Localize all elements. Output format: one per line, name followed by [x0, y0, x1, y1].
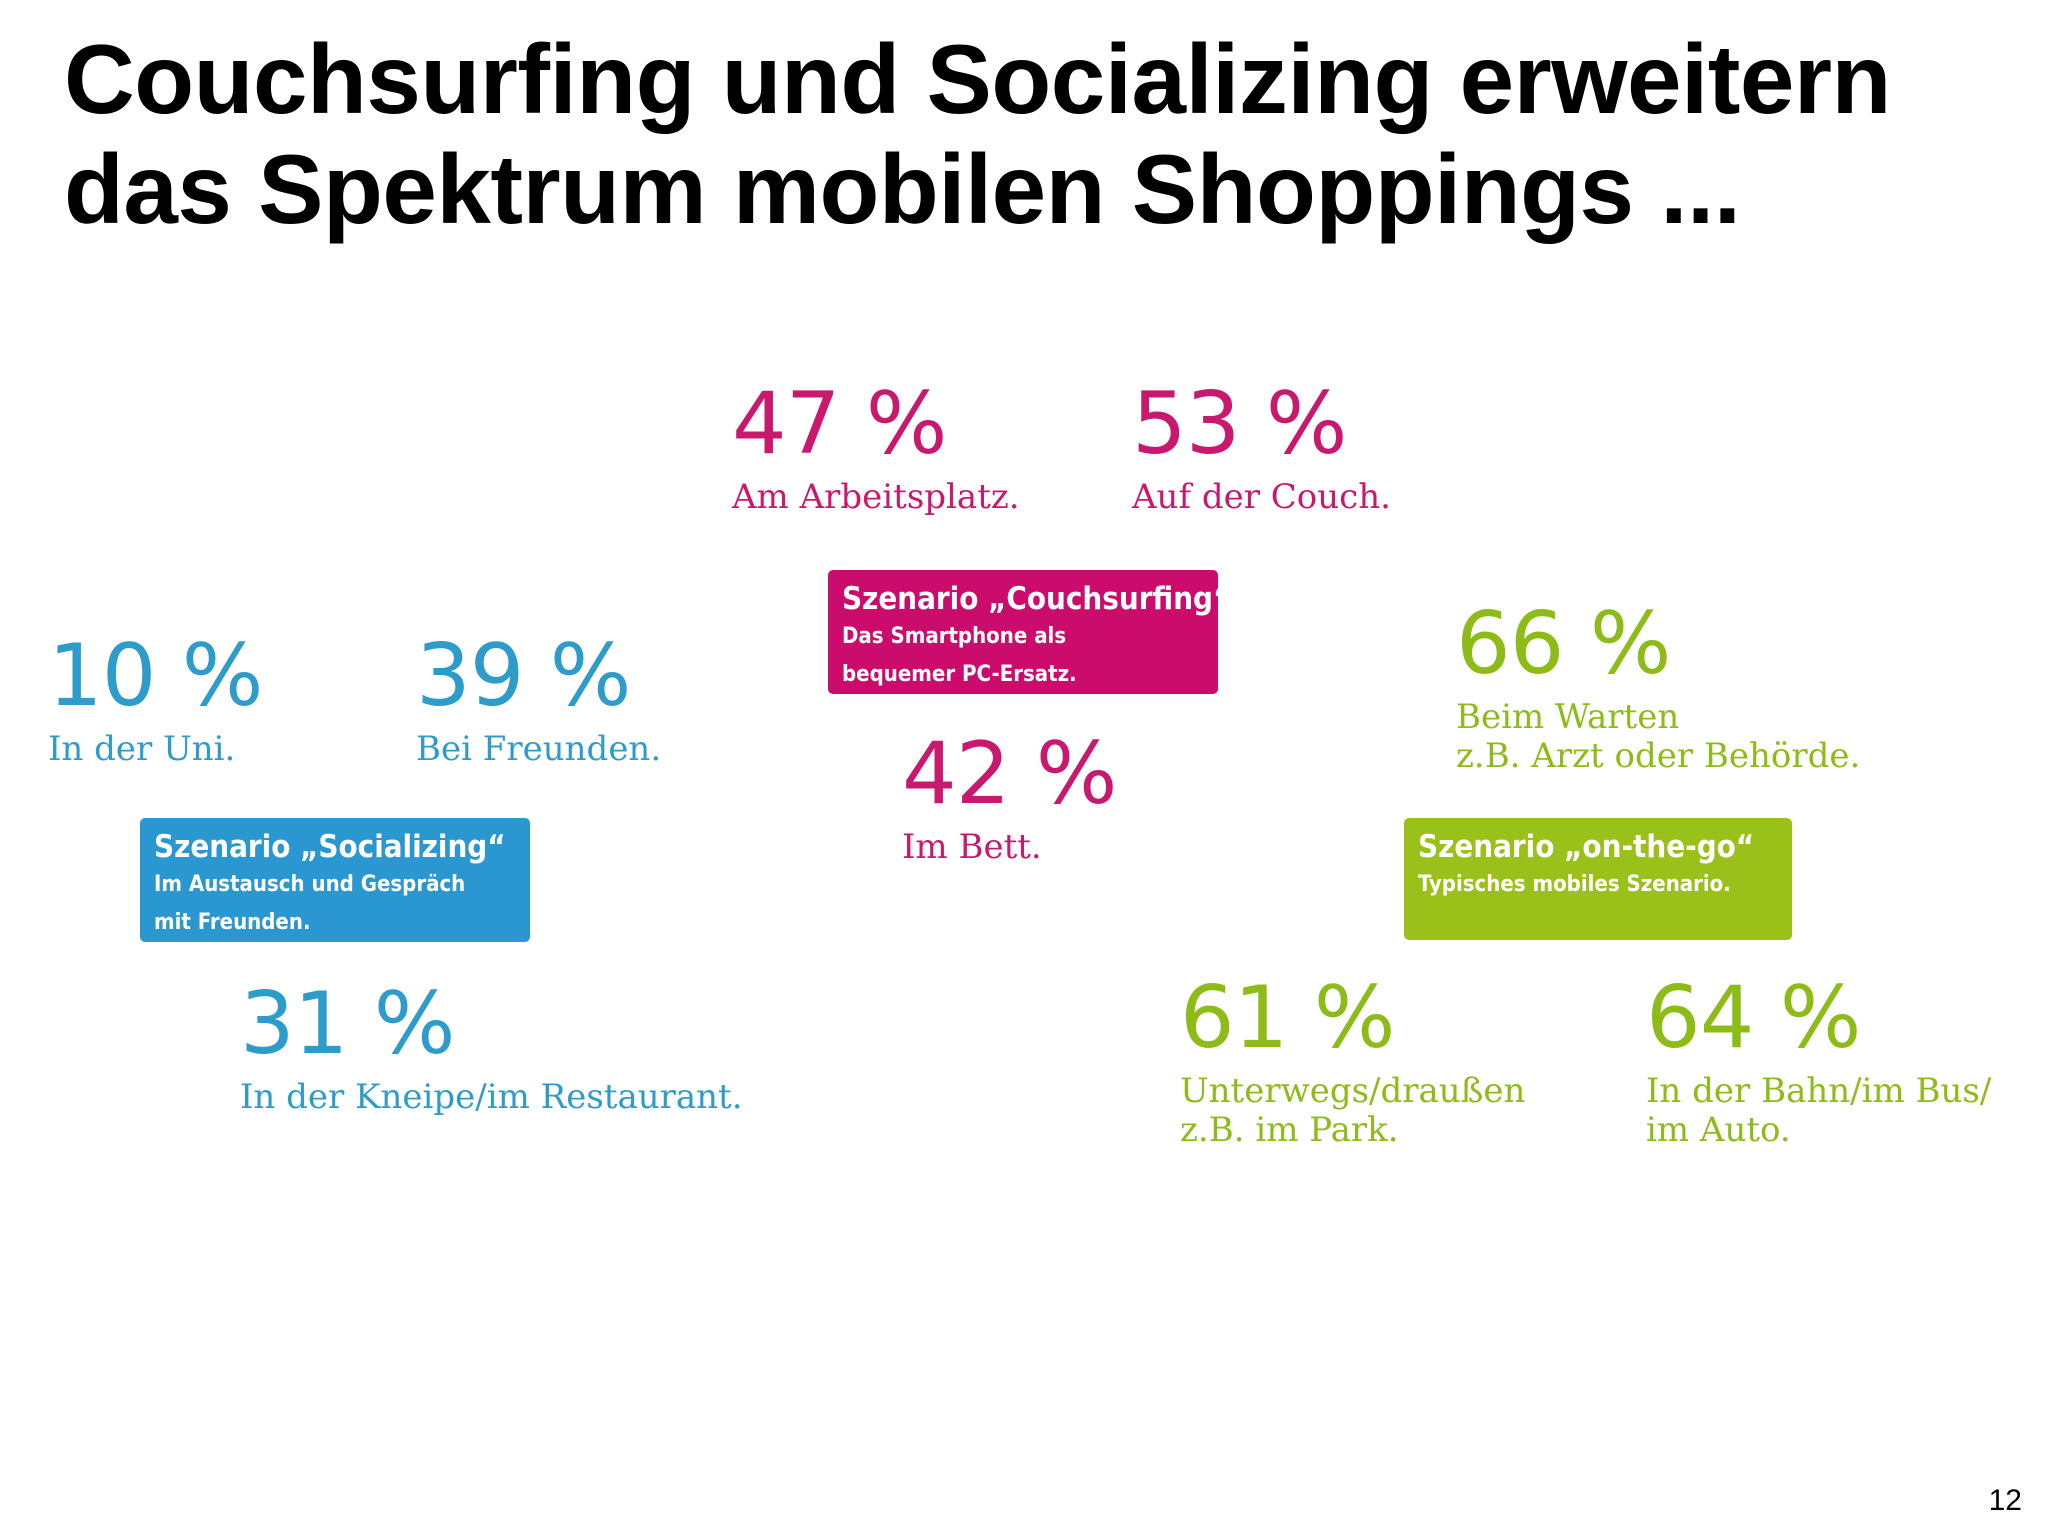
stat-label: im Auto. [1646, 1110, 1791, 1150]
stat-label: In der Bahn/im Bus/ [1646, 1071, 1992, 1111]
stat-label: z.B. im Park. [1180, 1110, 1399, 1150]
stat-label: z.B. Arzt oder Behörde. [1456, 736, 1861, 776]
stat-label: Im Bett. [902, 827, 1042, 867]
stat-value: 53 % [1132, 374, 1347, 474]
stat-value: 66 % [1456, 594, 1672, 694]
scenario-text: bequemer PC-Ersatz. [842, 662, 1077, 687]
stat-label: In der Kneipe/im Restaurant. [240, 1077, 743, 1117]
scenario-text: Typisches mobiles Szenario. [1418, 872, 1731, 897]
slide-title-line1: Couchsurfing und Socializing erweitern [64, 24, 1891, 134]
stat-unterwegs: 61 % Unterwegs/draußen z.B. im Park. [1180, 970, 1525, 1150]
scenario-text: mit Freunden. [154, 910, 311, 935]
stat-value: 61 % [1180, 968, 1396, 1068]
scenario-text: Im Austausch und Gespräch [154, 872, 466, 897]
stat-label: Bei Freunden. [416, 729, 662, 769]
scenario-title: Szenario „Couchsurfing“ [842, 581, 1232, 617]
scenario-text: Das Smartphone als [842, 624, 1067, 649]
stat-value: 10 % [48, 626, 263, 726]
stat-kneipe: 31 % In der Kneipe/im Restaurant. [240, 976, 743, 1117]
stat-arbeitsplatz: 47 % Am Arbeitsplatz. [732, 376, 1020, 517]
stat-label: In der Uni. [48, 729, 236, 769]
stat-freunde: 39 % Bei Freunden. [416, 628, 661, 769]
stat-value: 31 % [240, 974, 455, 1074]
stat-bett: 42 % Im Bett. [902, 726, 1117, 867]
scenario-on-the-go-box: Szenario „on-the-go“ Typisches mobiles S… [1404, 818, 1792, 940]
stat-value: 47 % [732, 374, 947, 474]
scenario-title: Szenario „Socializing“ [154, 829, 506, 865]
scenario-couchsurfing-box: Szenario „Couchsurfing“ Das Smartphone a… [828, 570, 1232, 694]
slide-title: Couchsurfing und Socializing erweitern d… [64, 24, 2024, 244]
slide-title-line2: das Spektrum mobilen Shoppings ... [64, 134, 1741, 244]
stat-uni: 10 % In der Uni. [48, 628, 263, 769]
scenario-title: Szenario „on-the-go“ [1418, 829, 1755, 865]
stat-label: Auf der Couch. [1132, 477, 1391, 517]
stat-bahn: 64 % In der Bahn/im Bus/ im Auto. [1646, 970, 1991, 1150]
stat-label: Am Arbeitsplatz. [732, 477, 1020, 517]
page-number: 12 [1988, 1484, 2022, 1517]
stat-value: 42 % [902, 724, 1117, 824]
stat-label: Beim Warten [1456, 697, 1680, 737]
scenario-socializing-box: Szenario „Socializing“ Im Austausch und … [140, 818, 530, 942]
stat-couch: 53 % Auf der Couch. [1132, 376, 1391, 517]
stat-value: 64 % [1646, 968, 1862, 1068]
stat-label: Unterwegs/draußen [1180, 1071, 1526, 1111]
stat-warten: 66 % Beim Warten z.B. Arzt oder Behörde. [1456, 596, 1860, 776]
stat-value: 39 % [416, 626, 632, 726]
